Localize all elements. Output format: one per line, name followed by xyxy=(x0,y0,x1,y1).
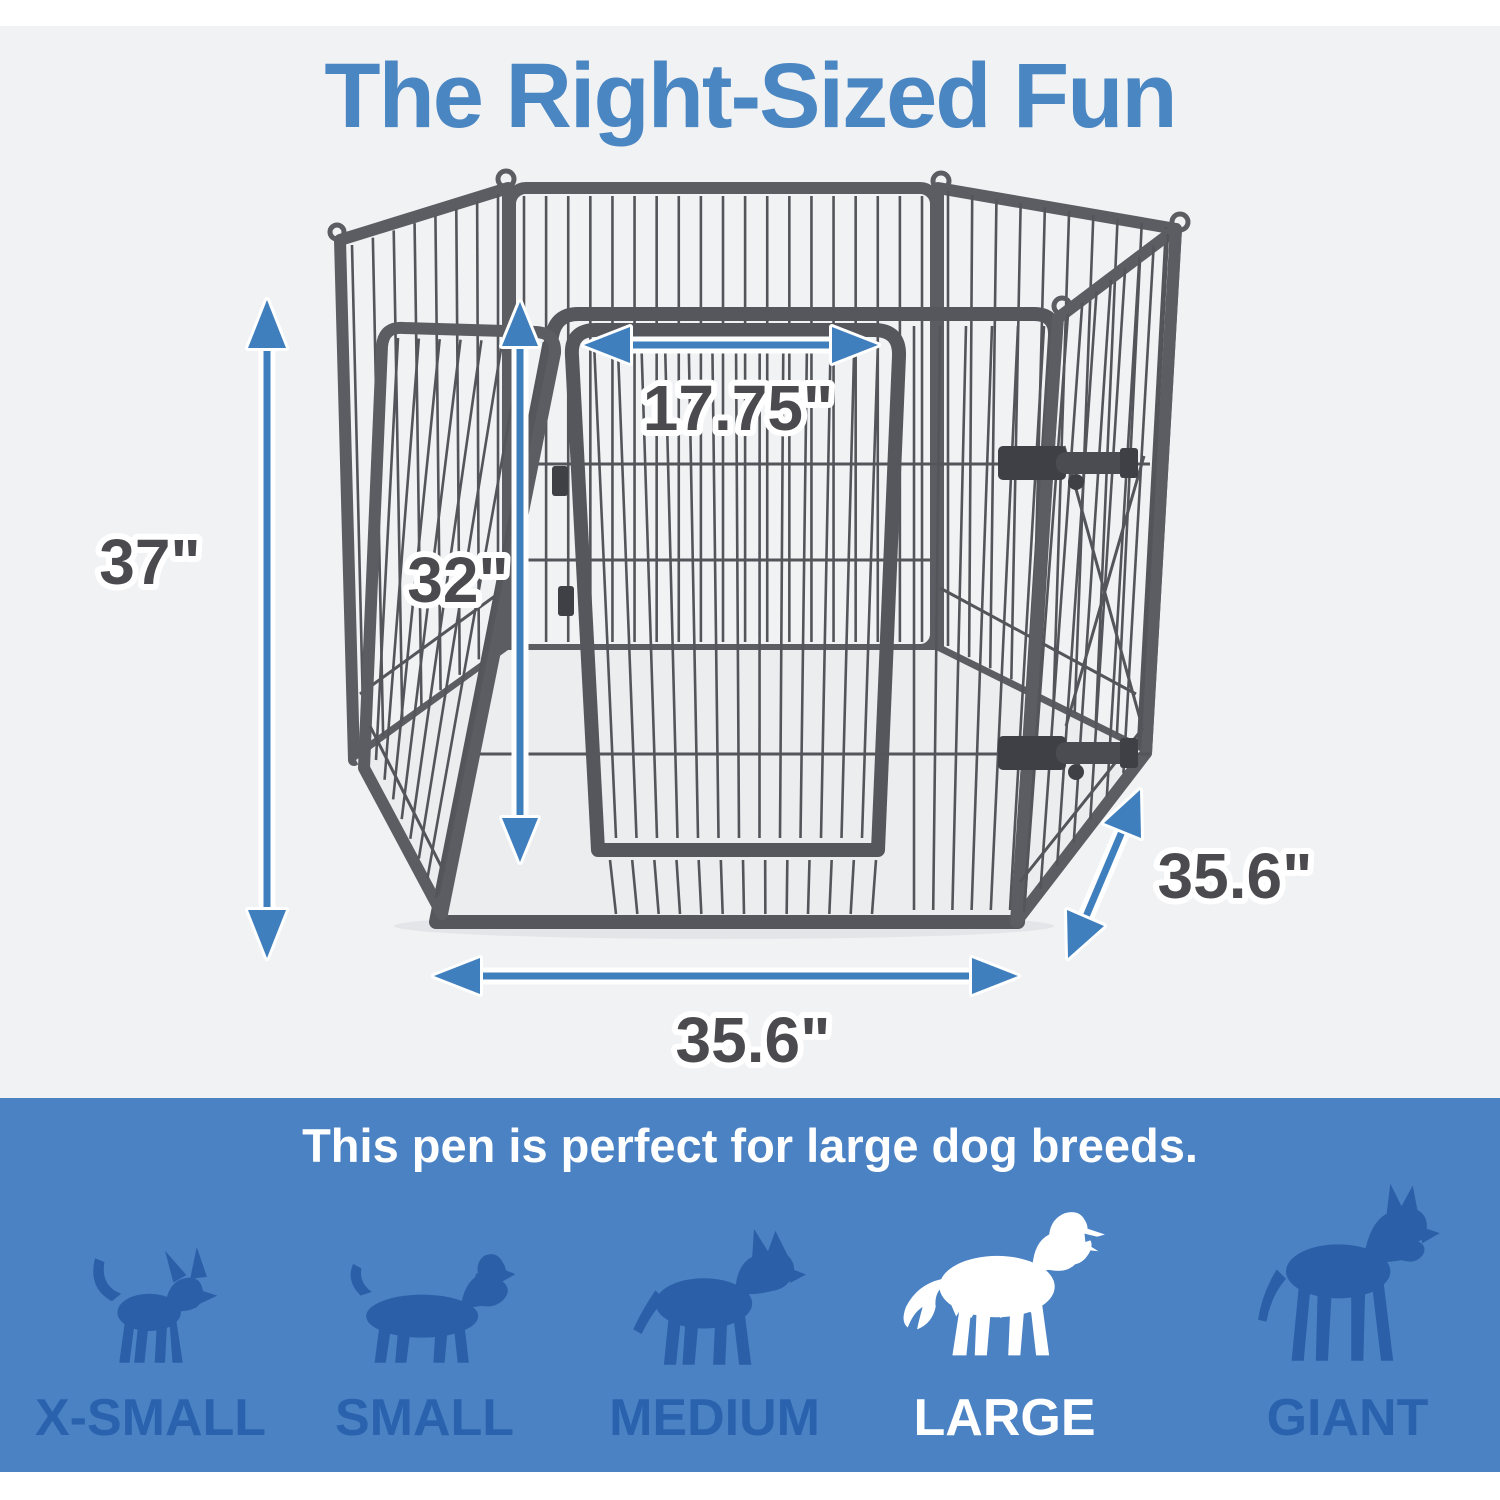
width-dimension-label: 35.6" xyxy=(676,1004,831,1076)
bottom-strip xyxy=(0,1472,1500,1500)
size-label-medium: MEDIUM xyxy=(609,1389,820,1447)
door-latch-bottom-icon xyxy=(880,736,1150,780)
door-width-dimension-arrow xyxy=(581,324,881,366)
corner-ring-icon xyxy=(327,222,347,242)
dog-icon-large xyxy=(903,1212,1105,1356)
dog-icon-giant xyxy=(1258,1183,1440,1361)
size-label-x-small: X-SMALL xyxy=(34,1389,267,1447)
door-width-dimension-label: 17.75" xyxy=(643,372,834,444)
page-title: The Right-Sized Fun xyxy=(324,45,1177,147)
door-hinge-icon xyxy=(552,466,568,496)
door-latch-top-icon xyxy=(893,446,1150,490)
door-hinge-icon xyxy=(558,586,574,616)
size-label-giant: GIANT xyxy=(1266,1389,1429,1447)
banner-headline: This pen is perfect for large dog breeds… xyxy=(302,1119,1198,1172)
breed-size-banner: This pen is perfect for large dog breeds… xyxy=(0,1098,1500,1472)
height-dimension-arrow xyxy=(245,297,289,961)
door-height-dimension-arrow xyxy=(499,299,541,865)
depth-dimension-label: 35.6" xyxy=(1158,840,1313,912)
size-option-medium: MEDIUM xyxy=(592,1216,837,1448)
pen-diagram: 37" 32" 17.75" 35.6" xyxy=(93,168,1318,1082)
dog-icon-small xyxy=(350,1254,515,1363)
diagram-section: The Right-Sized Fun xyxy=(0,26,1500,1098)
dog-icon-medium xyxy=(632,1229,806,1365)
height-dimension-label: 37" xyxy=(99,526,201,598)
depth-dimension-arrow xyxy=(1064,787,1144,961)
width-dimension-arrow xyxy=(431,955,1021,997)
pen-floor xyxy=(356,650,1144,920)
size-option-large: LARGE xyxy=(872,1188,1137,1448)
door-height-dimension-label: 32" xyxy=(407,544,509,616)
pen-door xyxy=(552,323,906,857)
size-label-large: LARGE xyxy=(913,1389,1096,1447)
dog-icon-x-small xyxy=(92,1247,217,1363)
size-option-small: SMALL xyxy=(312,1234,537,1448)
corner-ring-icon xyxy=(495,168,517,190)
size-label-small: SMALL xyxy=(334,1389,515,1447)
size-option-giant: GIANT xyxy=(1230,1178,1465,1448)
pen-front-left-panel xyxy=(358,321,562,920)
size-option-x-small: X-SMALL xyxy=(34,1234,267,1448)
corner-ring-icon xyxy=(930,170,952,192)
